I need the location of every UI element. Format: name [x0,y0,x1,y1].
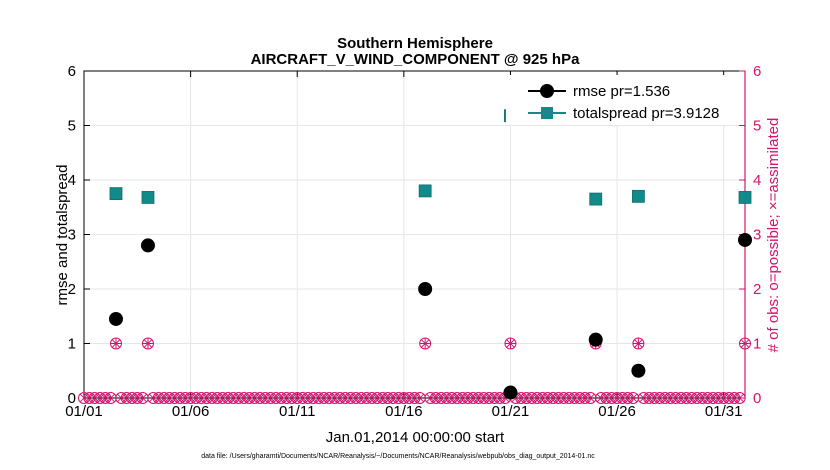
x-tick-label: 01/31 [705,403,743,420]
obs-assimilated-marker [735,393,745,403]
rmse-point [738,232,752,247]
y-tick-label-right: 1 [753,336,761,353]
y-tick-label: 5 [68,118,76,135]
x-tick-label: 01/16 [385,403,423,420]
obs-assimilated-marker [138,393,148,403]
totalspread-point [109,187,123,201]
legend-marker-rmse [540,84,554,98]
y-axis-label-right: # of obs: o=possible; ×=assimilated [765,118,782,353]
totalspread-point [141,191,155,204]
y-tick-label: 1 [68,336,76,353]
obs-assimilated-marker [585,393,595,403]
y-axis-label-left: rmse and totalspread [54,165,71,306]
y-tick-label-right: 6 [753,63,761,80]
totalspread-point [738,191,752,204]
obs-possible-marker [733,392,746,404]
y-tick-label: 6 [68,63,76,80]
y-tick-label: 0 [68,390,76,407]
totalspread-point [418,184,432,198]
rmse-point [108,311,123,326]
x-tick-label: 01/01 [65,403,103,420]
y-tick-label-right: 0 [753,390,761,407]
x-axis-label: Jan.01,2014 00:00:00 start [326,429,505,446]
x-tick-label: 01/21 [492,403,530,420]
obs-assimilated-marker [628,393,638,403]
data-series [108,109,752,400]
y-tick-label: 3 [68,227,76,244]
y-tick-label-right: 3 [753,227,761,244]
y-tick-label-right: 2 [753,281,761,298]
legend: rmse pr=1.536 totalspread pr=3.9128 [506,75,743,125]
x-tick-label: 01/11 [279,403,315,420]
rmse-point [503,385,518,400]
rmse-point [140,238,155,253]
y-tick-label: 4 [68,172,76,189]
y-tick-label-right: 5 [753,118,761,135]
legend-label-rmse: rmse pr=1.536 [573,83,670,100]
totalspread-point [589,192,603,206]
rmse-point [588,332,603,347]
data-file-footnote: data file: /Users/gharamti/Documents/NCA… [201,453,595,460]
x-tick-label: 01/26 [598,403,636,420]
chart-subtitle: AIRCRAFT_V_WIND_COMPONENT @ 925 hPa [251,51,581,68]
legend-marker-totalspread [541,107,553,119]
obs-count-series [78,337,751,404]
y-tick-label-right: 4 [753,172,761,189]
chart-title: Southern Hemisphere [337,35,493,52]
totalspread-point [631,189,645,203]
obs-assimilated-marker [415,393,425,403]
legend-label-totalspread: totalspread pr=3.9128 [573,105,719,122]
x-tick-label: 01/06 [172,403,210,420]
rmse-point [418,282,433,296]
y-tick-label: 2 [68,281,76,298]
obs-assimilated-marker [106,393,116,403]
rmse-point [631,363,646,378]
